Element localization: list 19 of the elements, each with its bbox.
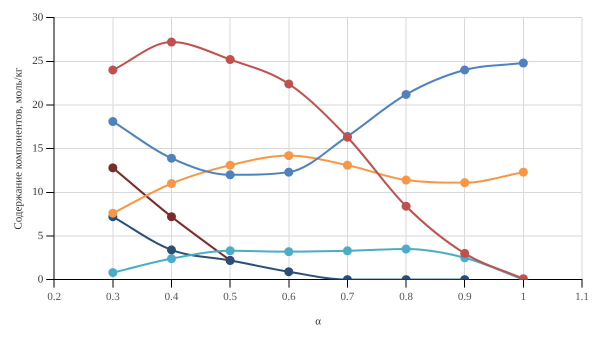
- x-tick-label: 1.1: [575, 291, 589, 304]
- y-tick-label: 5: [38, 230, 44, 242]
- y-axis-title: Содержание компонентов, моль/кг: [12, 67, 24, 230]
- x-tick-label: 0.4: [164, 291, 179, 304]
- x-tick-label: 0.8: [399, 291, 414, 304]
- x-tick-label: 0.7: [340, 291, 355, 304]
- x-tick-label: 0.5: [223, 291, 238, 304]
- y-tick-label: 20: [32, 98, 44, 111]
- x-tick-label: 1: [520, 291, 526, 304]
- y-tick-label: 0: [38, 273, 44, 286]
- x-tick-label: 0.9: [458, 291, 472, 304]
- y-tick-label: 25: [32, 55, 44, 68]
- y-tick-label: 10: [32, 186, 44, 198]
- y-tick-label: 30: [32, 11, 44, 24]
- x-tick-label: 0.6: [282, 291, 296, 304]
- x-axis-title: α: [315, 315, 322, 328]
- y-tick-label: 15: [32, 142, 44, 154]
- x-tick-label: 0.3: [106, 291, 120, 304]
- x-tick-label: 0.2: [47, 291, 62, 304]
